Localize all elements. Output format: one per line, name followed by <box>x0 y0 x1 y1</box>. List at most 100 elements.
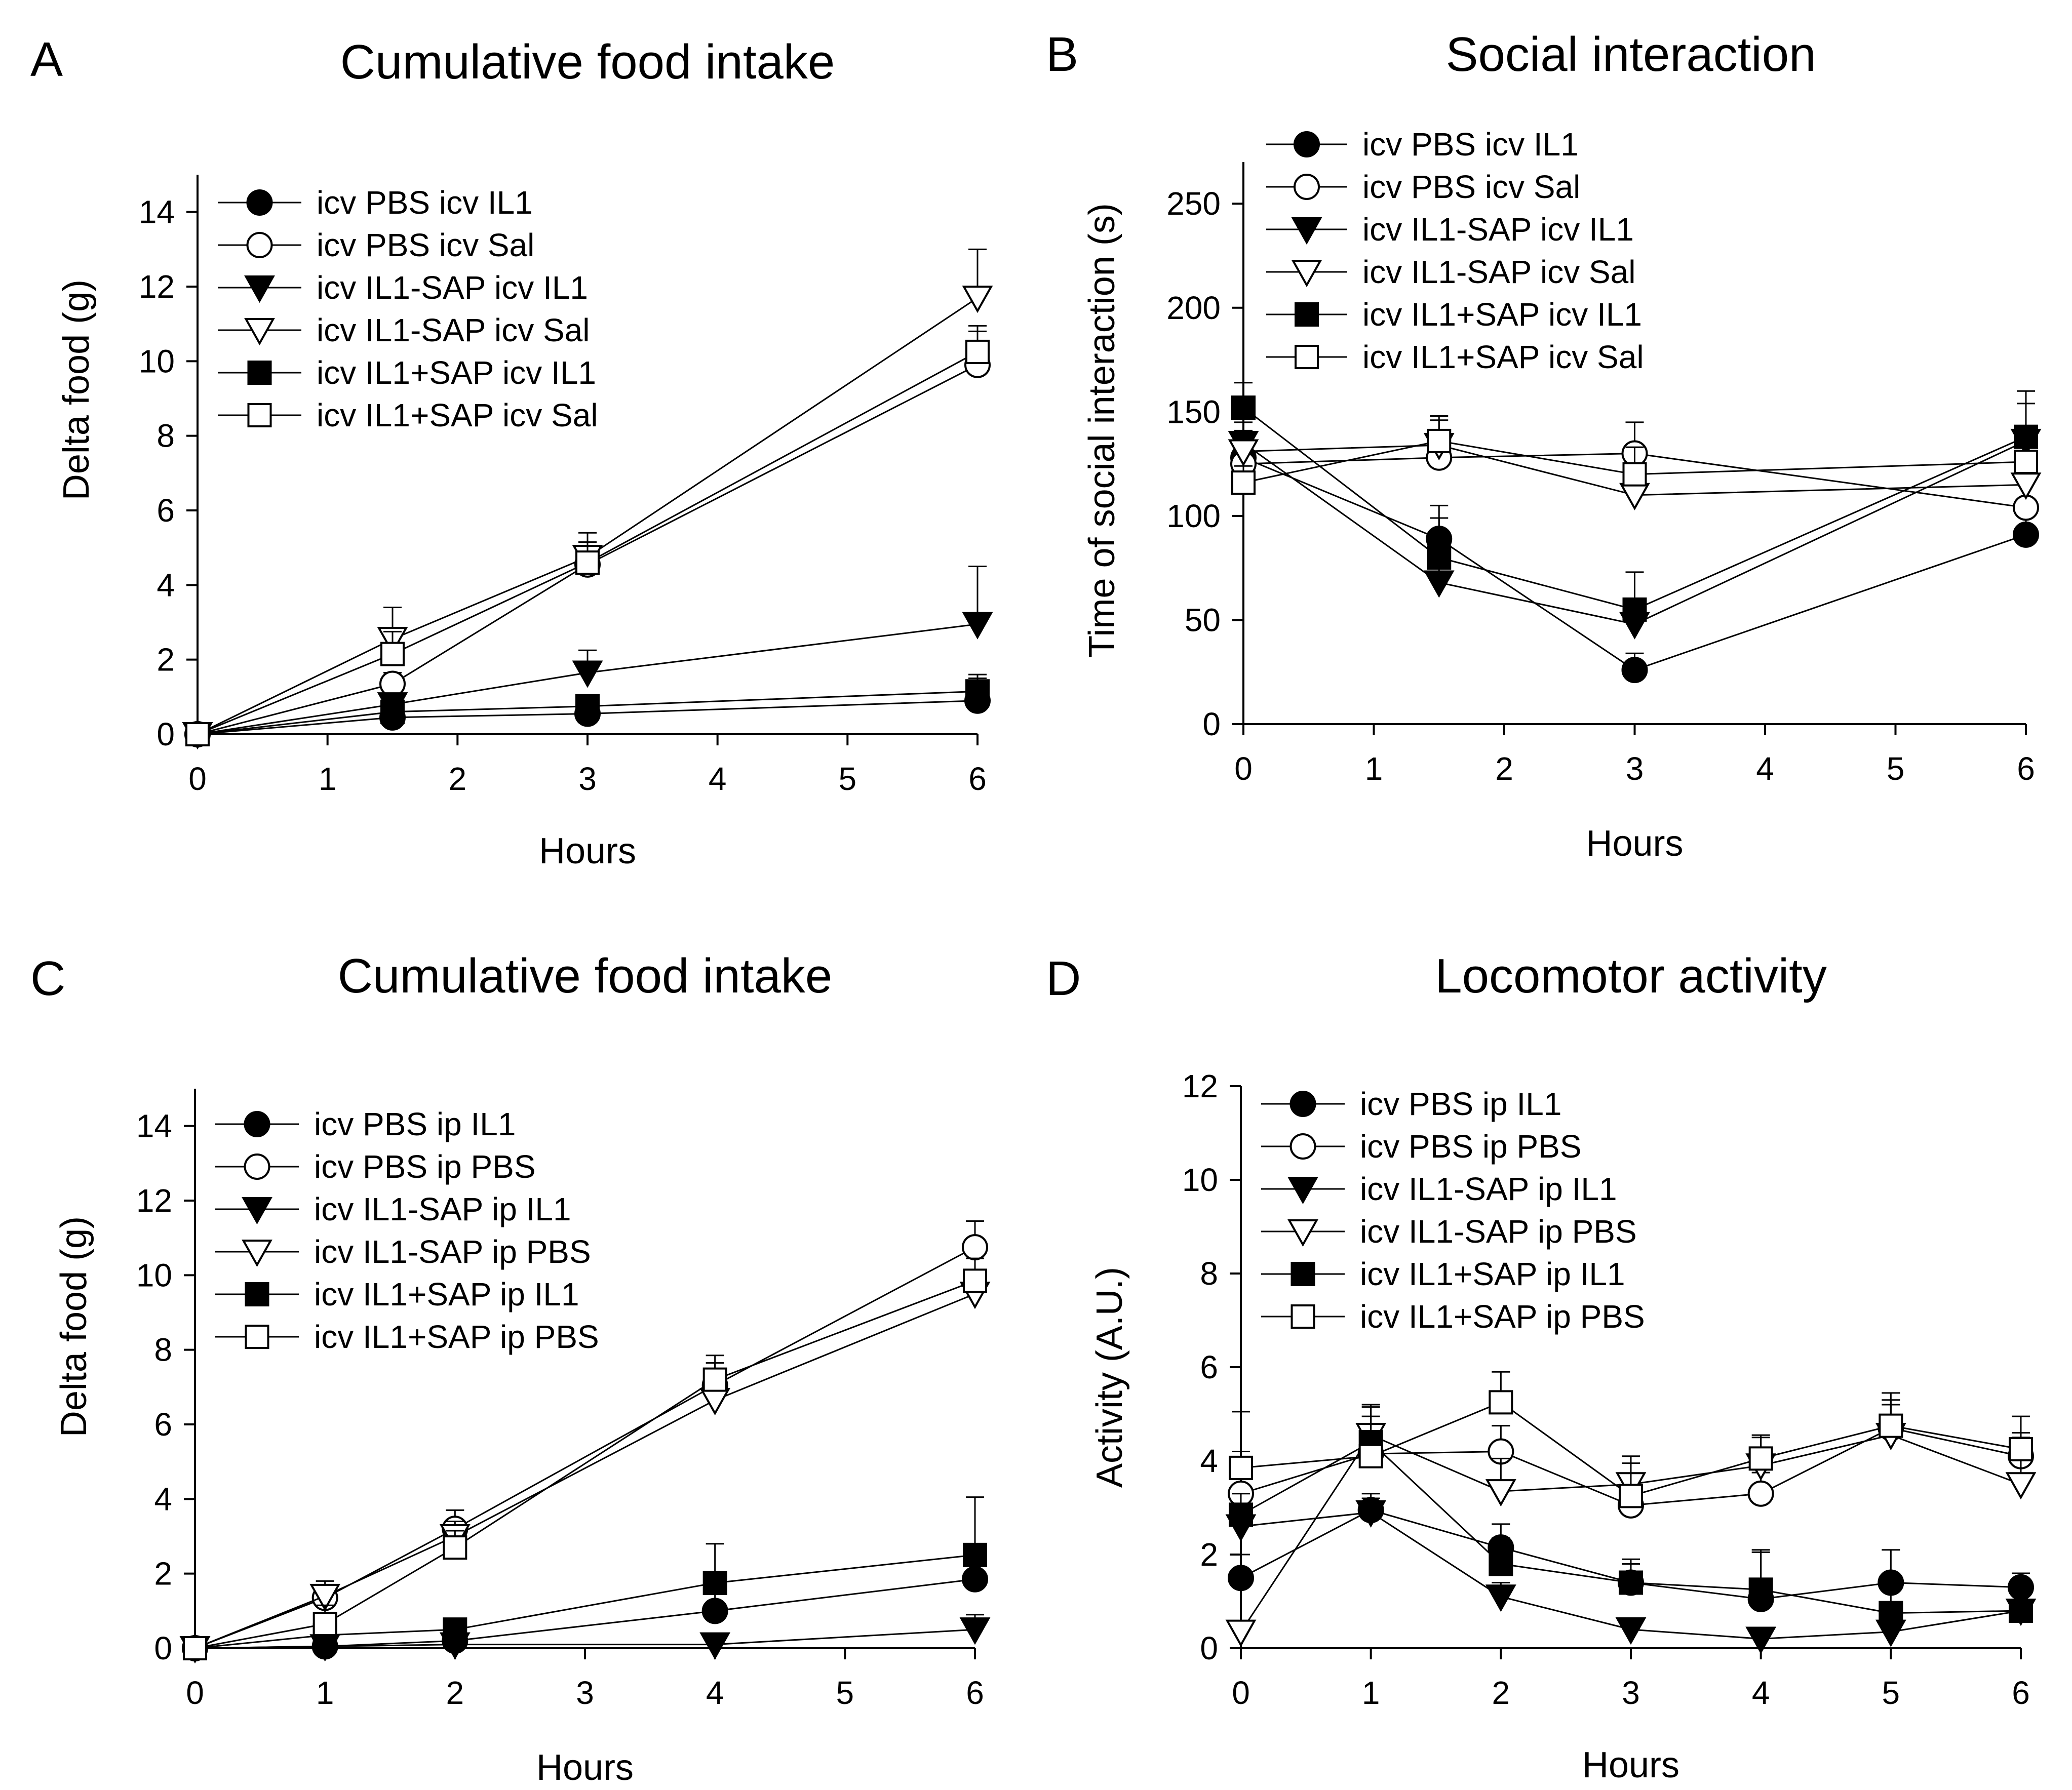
chart-title: Locomotor activity <box>1435 949 1827 1003</box>
y-tick-label: 4 <box>1200 1443 1218 1479</box>
y-tick-label: 12 <box>136 1182 172 1219</box>
data-point <box>1622 462 1647 487</box>
series-5 <box>1231 415 2038 495</box>
x-tick-label: 3 <box>578 761 597 797</box>
data-point <box>702 1571 727 1596</box>
data-point <box>963 1542 987 1567</box>
y-axis-label: Activity (A.U.) <box>1089 1267 1130 1488</box>
series-line <box>1243 440 2026 484</box>
x-axis-label: Hours <box>1582 1745 1679 1785</box>
x-tick-label: 1 <box>1365 750 1383 787</box>
y-tick-label: 8 <box>157 418 175 454</box>
data-point <box>1231 395 1256 420</box>
x-tick-label: 0 <box>186 1675 204 1711</box>
legend-item: icv IL1-SAP ip IL1 <box>215 1191 571 1227</box>
x-tick-label: 1 <box>1362 1675 1380 1711</box>
legend-label: icv IL1+SAP ip PBS <box>1360 1298 1645 1335</box>
x-tick-label: 6 <box>2012 1675 2030 1711</box>
x-tick-label: 4 <box>1756 750 1774 787</box>
y-tick-label: 2 <box>1200 1536 1218 1573</box>
legend-marker <box>1291 260 1322 288</box>
legend-item: icv IL1+SAP icv Sal <box>1266 339 1644 375</box>
data-point <box>1748 1446 1773 1471</box>
data-point <box>1485 1584 1516 1612</box>
x-tick-label: 5 <box>836 1675 854 1711</box>
legend-marker <box>1295 302 1319 327</box>
data-point <box>1622 597 1647 622</box>
data-point <box>1747 1480 1774 1507</box>
y-tick-label: 0 <box>154 1630 172 1666</box>
legend-marker <box>245 1282 269 1306</box>
legend-marker <box>244 318 275 346</box>
series-line <box>197 700 978 735</box>
y-tick-label: 150 <box>1166 393 1221 430</box>
data-point <box>962 612 993 640</box>
legend-marker <box>1295 345 1319 369</box>
y-tick-label: 0 <box>1202 706 1221 742</box>
y-tick-label: 10 <box>136 1257 172 1293</box>
y-tick-label: 6 <box>154 1406 172 1443</box>
data-point <box>1745 1626 1777 1654</box>
y-tick-label: 2 <box>154 1556 172 1592</box>
legend-item: icv IL1-SAP ip IL1 <box>1261 1171 1617 1207</box>
data-point <box>702 1367 727 1392</box>
series-line <box>1243 407 2026 611</box>
x-tick-label: 6 <box>966 1675 984 1711</box>
legend: icv PBS ip IL1 icv PBS ip PBS icv IL1-SAP … <box>215 1106 599 1355</box>
legend-item: icv IL1+SAP icv IL1 <box>1266 296 1642 333</box>
data-point <box>1489 1390 1513 1415</box>
legend-item: icv IL1-SAP icv Sal <box>218 312 590 348</box>
legend: icv PBS icv IL1 icv PBS icv Sal icv IL1-SA… <box>1266 126 1644 375</box>
x-tick-label: 3 <box>1626 750 1644 787</box>
legend-label: icv PBS ip PBS <box>1360 1128 1582 1165</box>
y-tick-label: 12 <box>1182 1068 1218 1104</box>
data-point <box>2009 1599 2033 1623</box>
legend-marker <box>1291 217 1322 245</box>
data-point <box>575 694 600 719</box>
y-tick-label: 0 <box>157 716 175 752</box>
x-tick-label: 2 <box>449 761 467 797</box>
legend-item: icv PBS ip PBS <box>1261 1128 1582 1165</box>
legend-marker <box>1289 1091 1316 1117</box>
series-line <box>197 297 978 735</box>
y-tick-label: 14 <box>139 194 175 230</box>
legend-item: icv IL1-SAP ip PBS <box>215 1234 591 1270</box>
legend-item: icv PBS ip IL1 <box>215 1106 516 1142</box>
x-axis-label: Hours <box>539 831 636 871</box>
data-point <box>1225 1619 1257 1647</box>
legend-marker <box>246 232 273 258</box>
data-point <box>309 1583 341 1611</box>
y-tick-label: 100 <box>1166 498 1221 534</box>
series-line <box>1243 453 2026 508</box>
x-tick-label: 3 <box>1622 1675 1640 1711</box>
legend-label: icv IL1+SAP icv IL1 <box>1362 296 1642 333</box>
legend-label: icv IL1+SAP ip PBS <box>314 1319 599 1355</box>
legend-item: icv PBS icv Sal <box>218 227 534 263</box>
legend-marker <box>247 361 272 385</box>
legend-item: icv IL1-SAP icv IL1 <box>218 269 588 306</box>
x-tick-label: 1 <box>319 761 337 797</box>
y-tick-label: 50 <box>1185 602 1221 638</box>
legend-marker <box>244 275 275 303</box>
legend-label: icv IL1+SAP ip IL1 <box>1360 1256 1625 1292</box>
legend-label: icv IL1-SAP ip IL1 <box>1360 1171 1617 1207</box>
legend-label: icv PBS ip PBS <box>314 1148 536 1185</box>
y-tick-label: 10 <box>139 343 175 379</box>
data-point <box>1619 1484 1643 1508</box>
data-point <box>572 660 603 688</box>
series-5 <box>185 325 990 746</box>
data-point <box>1427 428 1452 453</box>
data-point <box>965 339 990 364</box>
x-tick-label: 4 <box>1752 1675 1770 1711</box>
x-tick-label: 6 <box>968 761 987 797</box>
data-point <box>1423 570 1455 598</box>
data-point <box>183 1636 207 1660</box>
y-tick-label: 6 <box>157 492 175 529</box>
legend-label: icv PBS icv Sal <box>1362 169 1580 205</box>
legend-marker <box>244 1111 270 1137</box>
legend-marker <box>242 1240 272 1267</box>
data-point <box>1229 1455 1253 1480</box>
data-point <box>2013 521 2039 548</box>
